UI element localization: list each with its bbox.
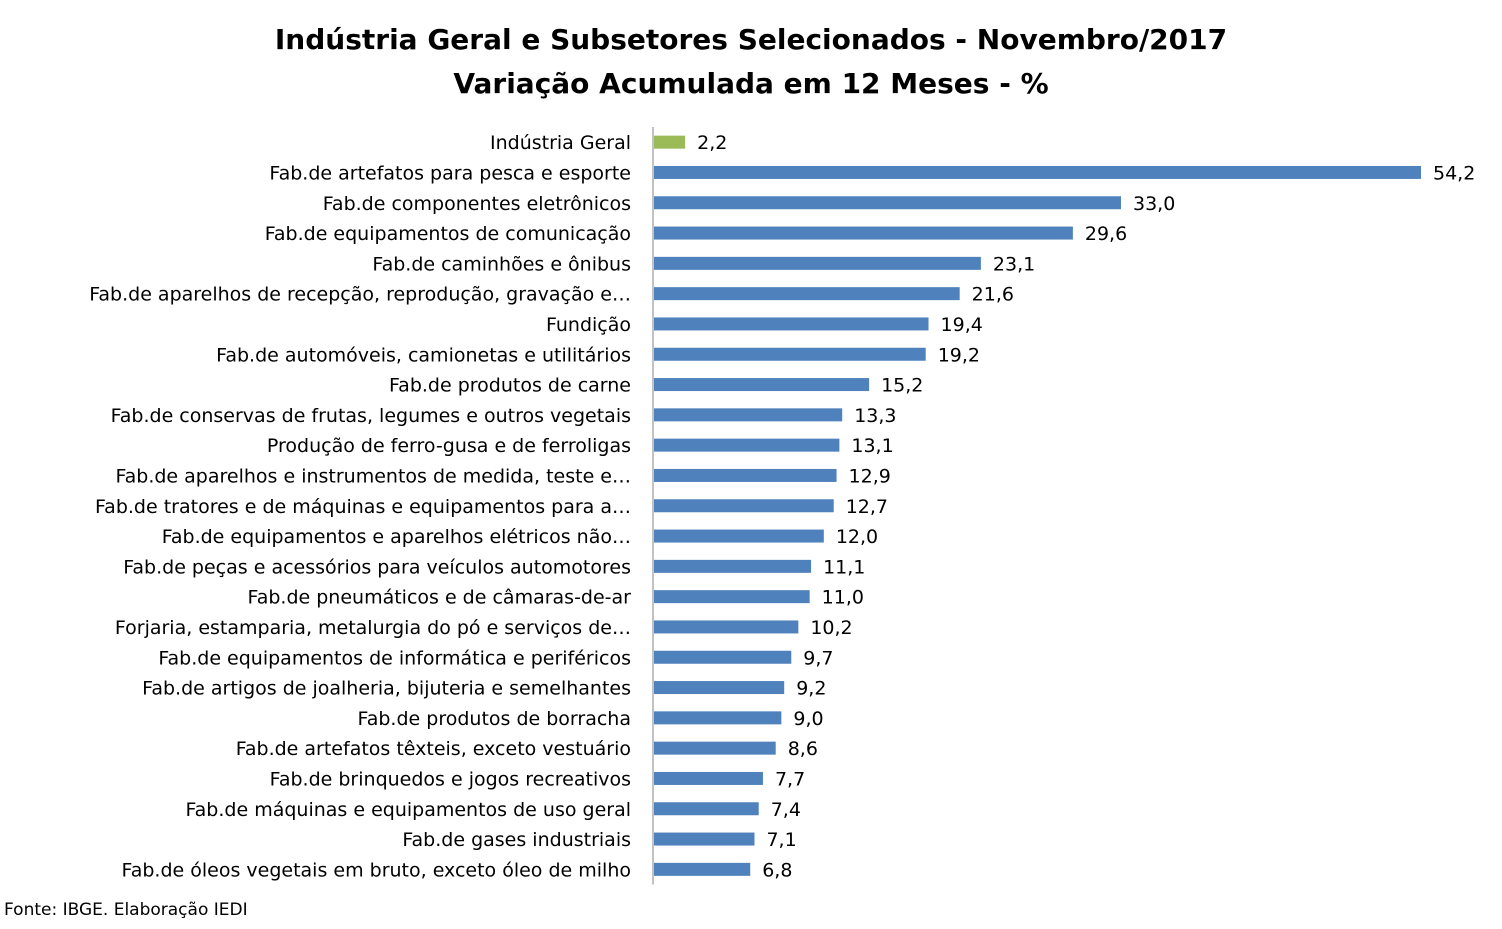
category-label: Fab.de automóveis, camionetas e utilitár… — [216, 344, 631, 366]
data-label: 12,9 — [849, 465, 891, 487]
category-label: Fab.de produtos de borracha — [358, 708, 631, 730]
bar — [654, 862, 751, 876]
category-label: Forjaria, estamparia, metalurgia do pó e… — [115, 617, 631, 639]
bar — [654, 317, 929, 331]
bar — [654, 832, 755, 846]
category-label: Produção de ferro-gusa e de ferroligas — [267, 435, 631, 457]
category-label: Fab.de artefatos para pesca e esporte — [269, 162, 631, 184]
bar — [654, 802, 759, 816]
bar — [654, 226, 1073, 240]
chart-title: Indústria Geral e Subsetores Selecionado… — [274, 23, 1228, 56]
data-label: 29,6 — [1085, 223, 1127, 245]
bar — [654, 590, 810, 604]
bar — [654, 681, 785, 695]
category-label: Fab.de máquinas e equipamentos de uso ge… — [185, 799, 631, 821]
chart-subtitle: Variação Acumulada em 12 Meses - % — [453, 67, 1049, 100]
category-label: Fundição — [546, 314, 631, 336]
category-label: Fab.de produtos de carne — [389, 375, 631, 397]
category-label: Fab.de artefatos têxteis, exceto vestuár… — [236, 738, 631, 760]
data-label: 8,6 — [788, 738, 818, 760]
bar-highlight — [654, 135, 686, 149]
data-label: 13,3 — [854, 405, 896, 427]
data-label: 9,7 — [803, 647, 833, 669]
source-note: Fonte: IBGE. Elaboração IEDI — [4, 900, 248, 920]
bar — [654, 620, 799, 634]
bar — [654, 347, 926, 361]
category-label: Fab.de conservas de frutas, legumes e ou… — [111, 405, 631, 427]
bar — [654, 196, 1121, 210]
bar — [654, 468, 837, 482]
category-label: Indústria Geral — [490, 132, 631, 154]
category-label: Fab.de caminhões e ônibus — [372, 253, 631, 275]
data-label: 11,0 — [822, 587, 864, 609]
bar — [654, 771, 763, 785]
category-label: Fab.de equipamentos de informática e per… — [158, 647, 631, 669]
data-label: 19,4 — [941, 314, 983, 336]
data-label: 7,7 — [775, 768, 805, 790]
bar — [654, 529, 824, 543]
category-label: Fab.de pneumáticos e de câmaras-de-ar — [248, 587, 632, 609]
category-label: Fab.de gases industriais — [402, 829, 631, 851]
data-label: 33,0 — [1133, 193, 1175, 215]
category-label: Fab.de artigos de joalheria, bijuteria e… — [142, 678, 631, 700]
data-label: 6,8 — [762, 859, 792, 881]
data-label: 21,6 — [972, 284, 1014, 306]
category-label: Fab.de aparelhos e instrumentos de medid… — [115, 465, 631, 487]
category-label: Fab.de tratores e de máquinas e equipame… — [95, 496, 631, 518]
data-label: 10,2 — [810, 617, 852, 639]
category-label: Fab.de peças e acessórios para veículos … — [123, 556, 631, 578]
bar — [654, 165, 1421, 179]
bar — [654, 438, 840, 452]
data-label: 54,2 — [1433, 162, 1475, 184]
bar — [654, 711, 782, 725]
category-label: Fab.de equipamentos de comunicação — [265, 223, 631, 245]
data-label: 19,2 — [938, 344, 980, 366]
category-label: Fab.de aparelhos de recepção, reprodução… — [89, 284, 631, 306]
data-label: 7,4 — [771, 799, 801, 821]
bar — [654, 741, 776, 755]
data-label: 9,2 — [796, 678, 826, 700]
bar — [654, 559, 812, 573]
category-label: Fab.de equipamentos e aparelhos elétrico… — [162, 526, 631, 548]
category-label: Fab.de óleos vegetais em bruto, exceto ó… — [122, 859, 631, 881]
data-label: 7,1 — [766, 829, 796, 851]
data-label: 13,1 — [851, 435, 893, 457]
bar — [654, 408, 843, 422]
bar — [654, 650, 792, 664]
category-label: Fab.de componentes eletrônicos — [323, 193, 631, 215]
bar — [654, 378, 870, 392]
data-label: 12,7 — [846, 496, 888, 518]
data-label: 12,0 — [836, 526, 878, 548]
bar — [654, 256, 981, 270]
category-label: Fab.de brinquedos e jogos recreativos — [270, 768, 631, 790]
data-label: 15,2 — [881, 375, 923, 397]
data-label: 11,1 — [823, 556, 865, 578]
data-label: 9,0 — [793, 708, 823, 730]
data-label: 23,1 — [993, 253, 1035, 275]
bar — [654, 287, 960, 301]
data-label: 2,2 — [697, 132, 727, 154]
bar — [654, 499, 834, 513]
